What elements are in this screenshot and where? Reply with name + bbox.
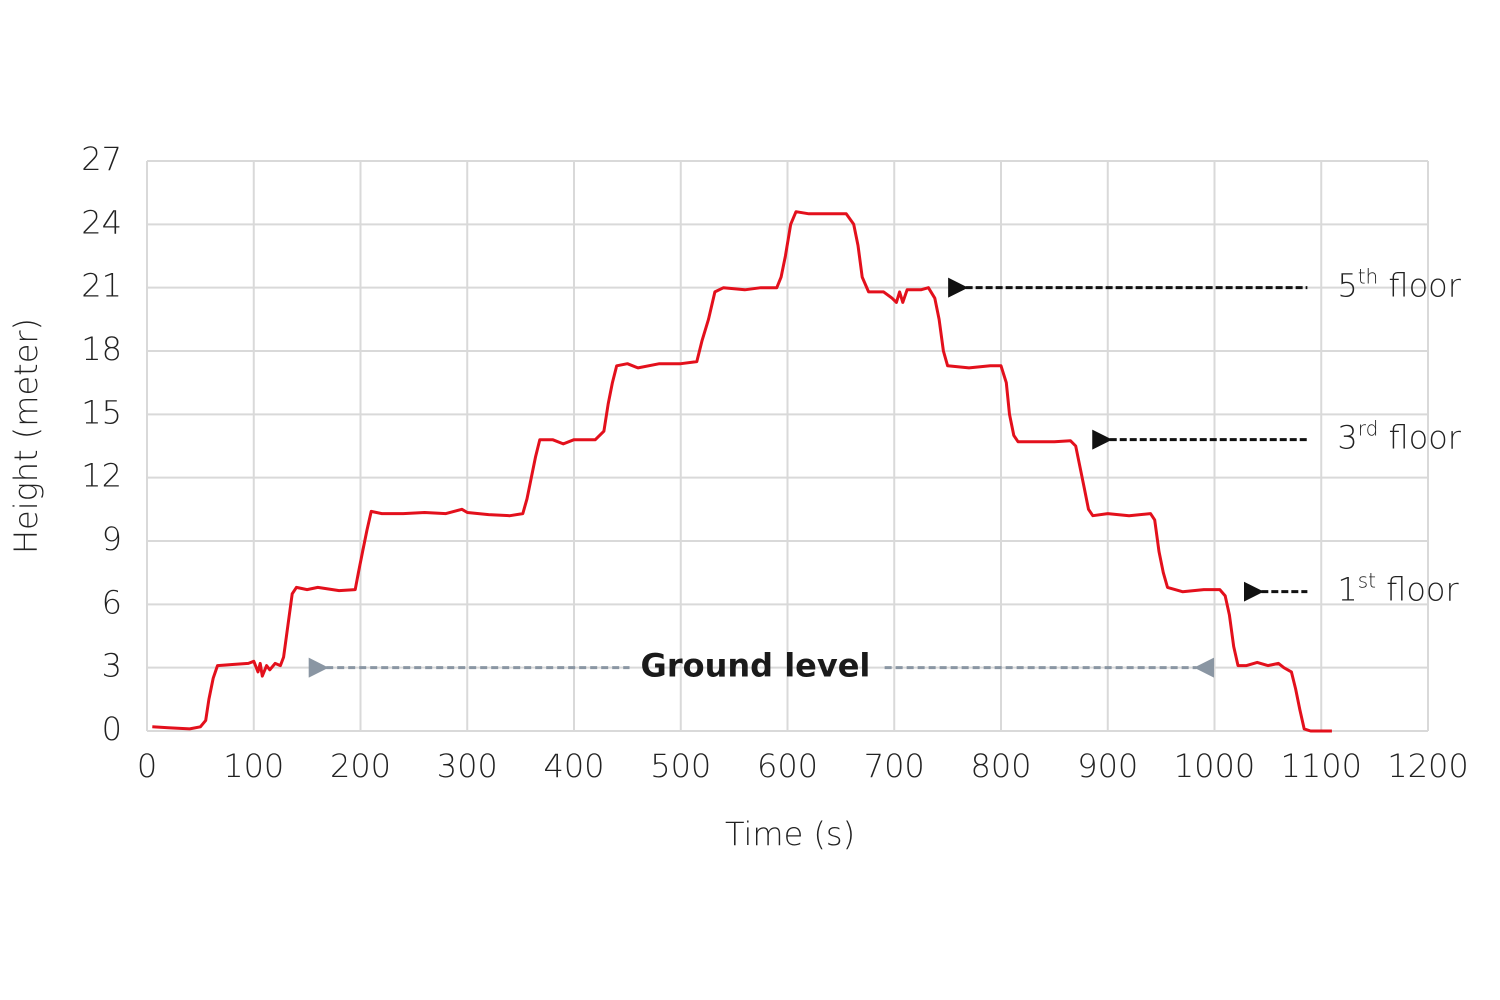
floor-suffix: rd (1358, 416, 1379, 440)
x-tick-label: 600 (757, 747, 818, 785)
y-tick-label: 12 (81, 457, 122, 495)
x-tick-label: 1200 (1387, 747, 1468, 785)
floor-ordinal: 1 (1337, 571, 1357, 609)
floor-label: 5th floor (1337, 264, 1461, 305)
floor-suffix: th (1358, 264, 1379, 288)
y-tick-label: 0 (102, 710, 122, 748)
ground-label: Ground level (641, 647, 871, 685)
x-tick-label: 300 (437, 747, 498, 785)
floor-word: floor (1378, 419, 1461, 457)
x-tick-label: 1100 (1281, 747, 1362, 785)
floor-ordinal: 3 (1337, 419, 1357, 457)
x-tick-label: 200 (330, 747, 391, 785)
floor-word: floor (1376, 571, 1459, 609)
y-axis-label: Height (meter) (7, 318, 45, 554)
y-tick-label: 27 (81, 140, 122, 178)
x-tick-label: 700 (864, 747, 925, 785)
y-tick-label: 15 (81, 393, 122, 431)
x-tick-label: 100 (223, 747, 284, 785)
y-tick-label: 9 (102, 520, 122, 558)
floor-ordinal: 5 (1337, 267, 1357, 305)
x-tick-label: 800 (970, 747, 1031, 785)
x-tick-label: 400 (543, 747, 604, 785)
x-tick-label: 1000 (1174, 747, 1255, 785)
x-axis-label: Time (s) (725, 815, 855, 853)
floor-label: 3rd floor (1337, 416, 1461, 457)
floor-label: 1st floor (1337, 568, 1459, 609)
floor-suffix: st (1358, 568, 1376, 592)
x-tick-label: 0 (137, 747, 157, 785)
x-tick-label: 500 (650, 747, 711, 785)
y-tick-label: 18 (81, 330, 122, 368)
y-tick-label: 6 (102, 583, 122, 621)
y-tick-label: 24 (81, 203, 122, 241)
x-tick-label: 900 (1077, 747, 1138, 785)
data-line (152, 210, 1332, 733)
floor-word: floor (1378, 267, 1461, 305)
y-tick-label: 21 (81, 267, 122, 305)
y-tick-label: 3 (102, 647, 122, 685)
